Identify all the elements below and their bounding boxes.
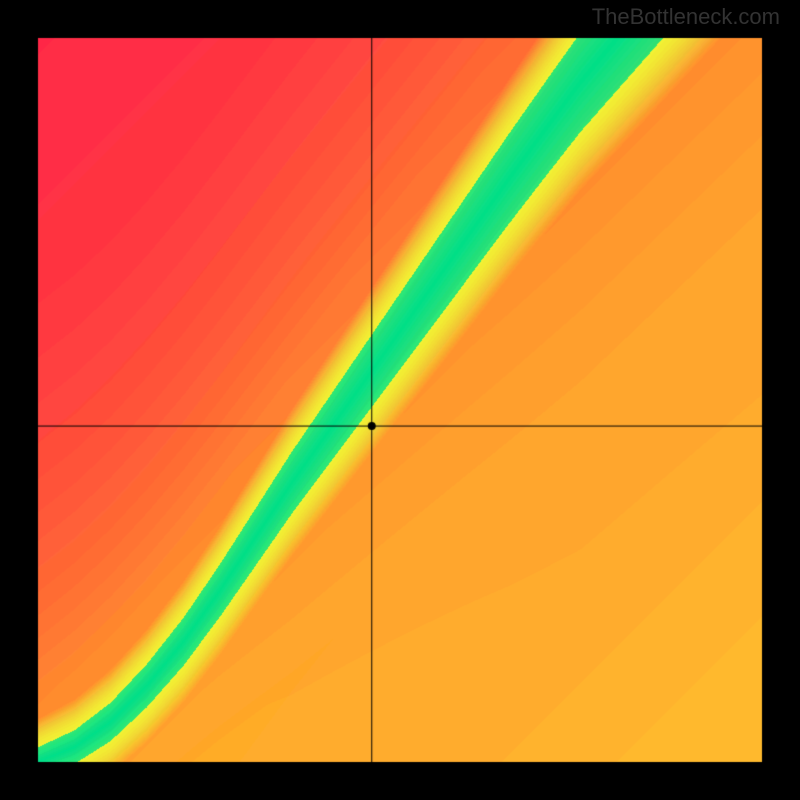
heatmap-canvas [0, 0, 800, 800]
watermark-text: TheBottleneck.com [592, 4, 780, 30]
chart-container: TheBottleneck.com [0, 0, 800, 800]
